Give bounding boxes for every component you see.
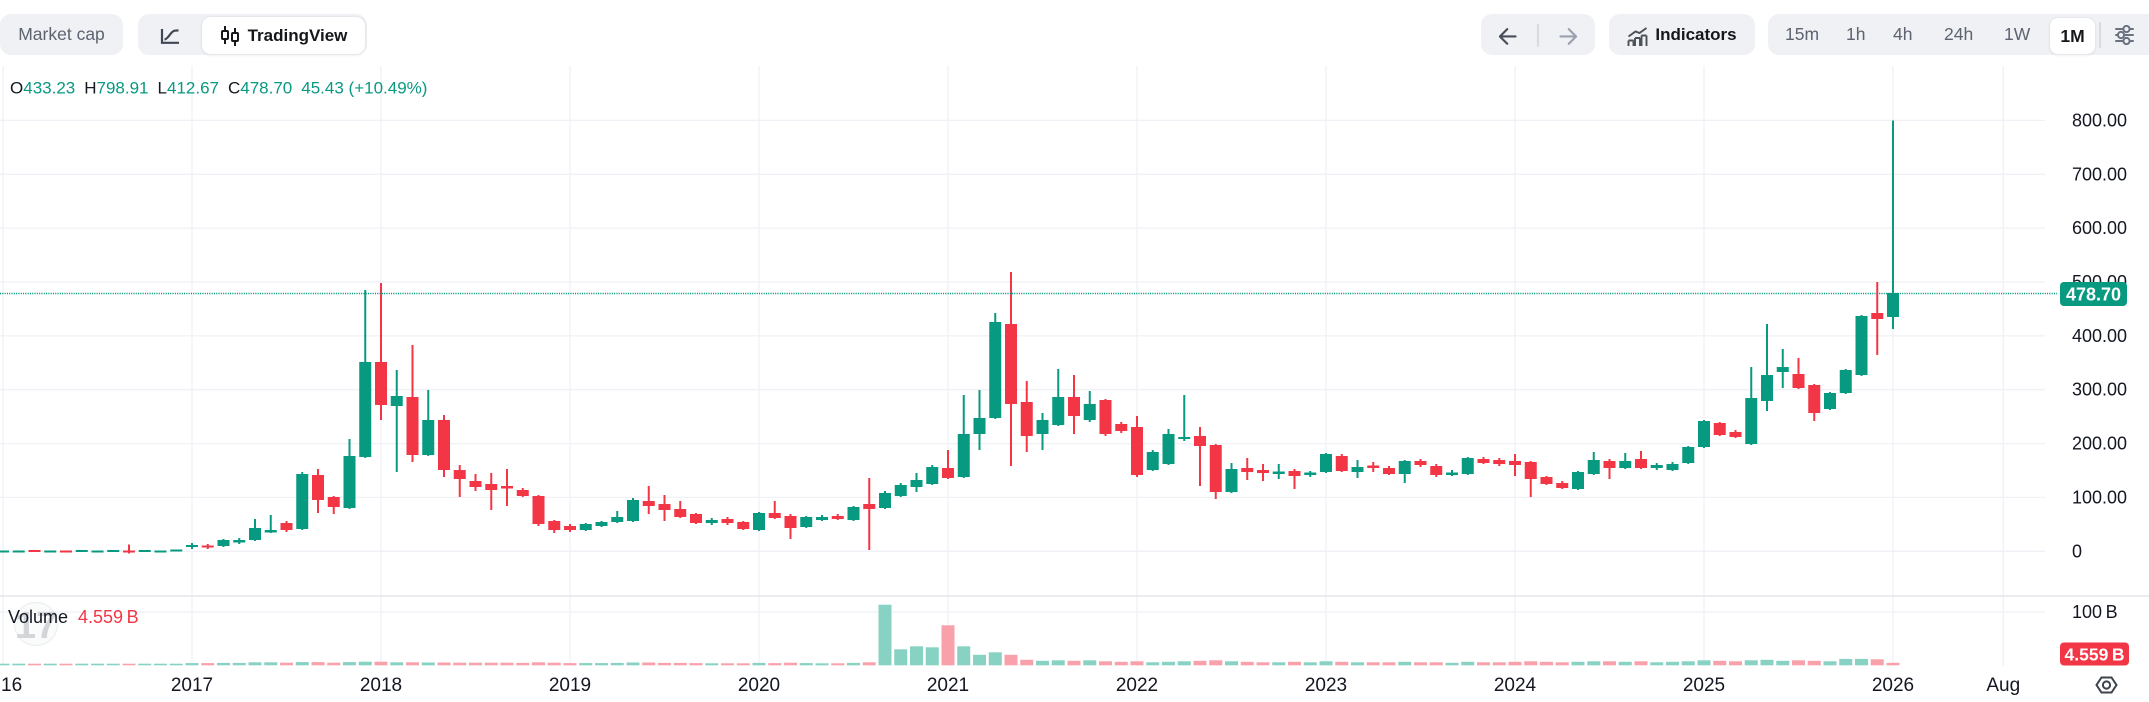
svg-text:2024: 2024: [1494, 675, 1537, 696]
svg-text:700.00: 700.00: [2072, 164, 2127, 184]
svg-text:478.70: 478.70: [2066, 285, 2121, 305]
svg-text:2017: 2017: [171, 675, 213, 696]
svg-text:300.00: 300.00: [2072, 380, 2127, 400]
svg-text:17: 17: [15, 605, 57, 647]
svg-text:600.00: 600.00: [2072, 218, 2127, 238]
svg-text:2021: 2021: [927, 675, 969, 696]
svg-text:100.00: 100.00: [2072, 487, 2127, 507]
svg-text:200.00: 200.00: [2072, 434, 2127, 454]
svg-text:2020: 2020: [738, 675, 780, 696]
svg-text:2025: 2025: [1683, 675, 1725, 696]
svg-text:2022: 2022: [1116, 675, 1158, 696]
svg-text:2026: 2026: [1872, 675, 1914, 696]
svg-text:2018: 2018: [360, 675, 402, 696]
svg-text:100 B: 100 B: [2072, 602, 2118, 622]
svg-text:400.00: 400.00: [2072, 326, 2127, 346]
svg-text:800.00: 800.00: [2072, 110, 2127, 130]
svg-text:Aug: Aug: [1986, 675, 2020, 696]
svg-text:Volume: Volume: [8, 607, 68, 627]
svg-text:2023: 2023: [1305, 675, 1347, 696]
svg-text:0: 0: [2072, 541, 2082, 561]
svg-text:4.559 B: 4.559 B: [78, 607, 139, 627]
svg-text:16: 16: [1, 675, 22, 696]
svg-text:4.559 B: 4.559 B: [2065, 645, 2125, 665]
svg-text:2019: 2019: [549, 675, 591, 696]
